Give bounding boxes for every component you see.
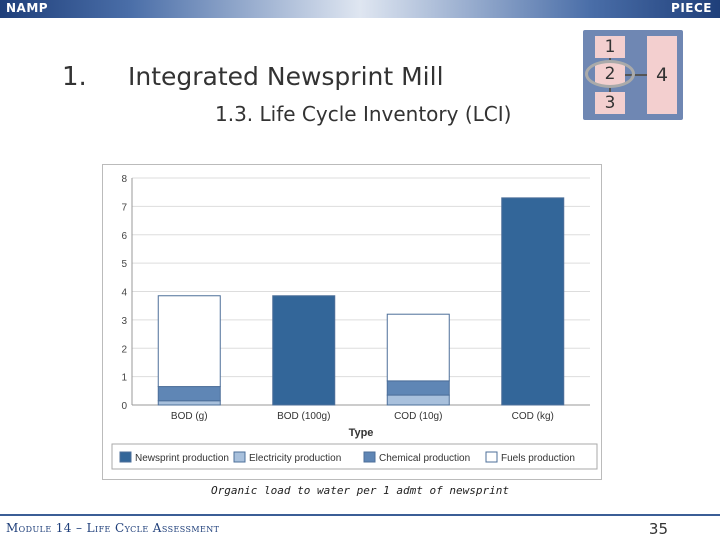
legend-label: Fuels production — [501, 453, 575, 464]
y-tick-label: 2 — [121, 344, 127, 355]
namp-brand: NAMP — [6, 1, 49, 15]
step-1: 1 — [595, 36, 625, 58]
bar-segment — [386, 313, 450, 382]
page-number: 35 — [648, 520, 668, 538]
y-tick-label: 1 — [121, 373, 127, 384]
bar-segment — [157, 295, 221, 388]
y-tick-label: 5 — [121, 259, 127, 270]
legend-label: Electricity production — [249, 453, 341, 464]
bar-segment — [157, 386, 221, 402]
organic-load-chart: 0 1 2 3 4 5 6 7 8 BOD (g) BOD (100g) COD (10g) COD (… — [102, 164, 602, 480]
legend-label: Chemical production — [379, 453, 470, 464]
legend-swatch — [119, 451, 132, 463]
module-footer: Module 14 – Life Cycle Assessment — [6, 521, 220, 535]
piece-brand: PIECE — [671, 1, 712, 15]
bar-segment — [272, 295, 336, 406]
legend-label: Newsprint production — [135, 453, 229, 464]
chart-container: 0 1 2 3 4 5 6 7 8 BOD (g) BOD (100g) COD (10g) COD (… — [102, 164, 602, 480]
x-tick-label: BOD (g) — [171, 411, 208, 422]
x-tick-label: COD (kg) — [512, 411, 554, 422]
step-4: 4 — [647, 36, 677, 114]
y-tick-label: 0 — [121, 401, 127, 412]
legend-swatch — [485, 451, 498, 463]
current-step-highlight — [585, 60, 635, 88]
bar-segment — [386, 380, 450, 396]
legend-swatch — [233, 451, 246, 463]
x-tick-label: BOD (100g) — [277, 411, 330, 422]
y-tick-label: 7 — [121, 202, 127, 213]
bar-segment — [501, 197, 565, 406]
step-diagram: 1 2 3 4 — [583, 30, 683, 120]
footer-rule — [0, 514, 720, 516]
bar-segment — [386, 394, 450, 406]
legend-box — [111, 443, 598, 470]
bar-segment — [157, 400, 221, 406]
x-tick-label: COD (10g) — [394, 411, 442, 422]
page-title: Integrated Newsprint Mill — [128, 62, 444, 91]
step-link — [625, 74, 647, 76]
legend-swatch — [363, 451, 376, 463]
header-bar: NAMP PIECE — [0, 0, 720, 18]
y-tick-label: 8 — [121, 174, 127, 185]
x-axis-label: Type — [349, 427, 374, 439]
chart-caption: Organic load to water per 1 admt of news… — [210, 484, 509, 497]
y-tick-label: 6 — [121, 231, 127, 242]
y-tick-label: 3 — [121, 316, 127, 327]
step-3: 3 — [595, 92, 625, 114]
section-number: 1. — [62, 62, 87, 92]
y-tick-label: 4 — [121, 288, 127, 299]
page-subtitle: 1.3. Life Cycle Inventory (LCI) — [215, 102, 512, 126]
step-link — [609, 85, 611, 92]
